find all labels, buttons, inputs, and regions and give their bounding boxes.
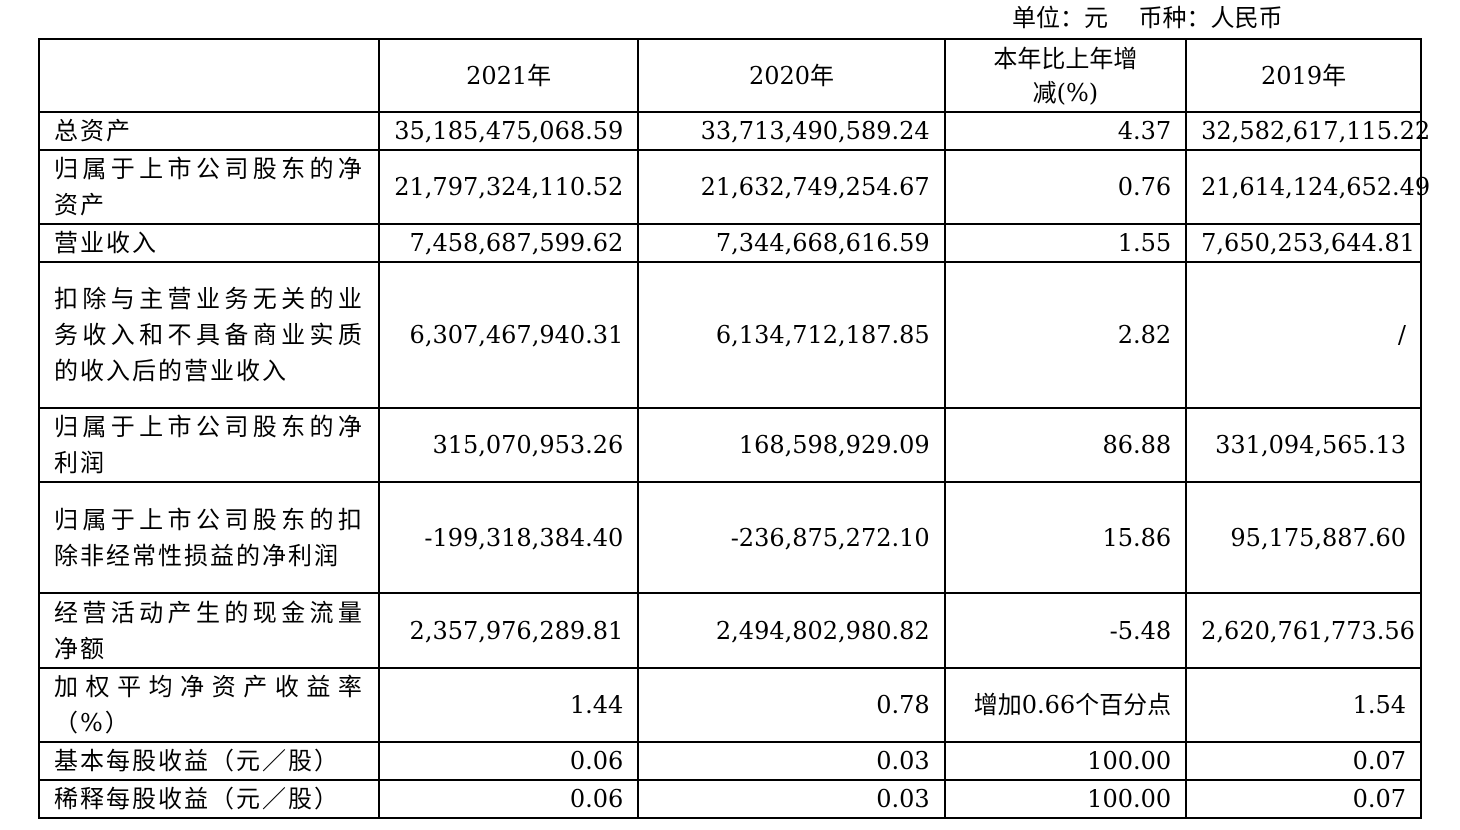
cell-change: 增加0.66个百分点 [943,667,1188,743]
cell-2019: 331,094,565.13 [1185,407,1422,483]
row-label: 营业收入 [38,223,380,263]
cell-2019: 21,614,124,652.49 [1185,149,1430,225]
header-2020: 2020年 [637,38,946,113]
cell-2021: 35,185,475,068.59 [377,111,640,151]
cell-2019: 1.54 [1185,667,1422,743]
cell-2021: -199,318,384.40 [377,481,640,594]
cell-2020: -236,875,272.10 [637,481,946,594]
cell-2021: 0.06 [377,779,640,819]
cell-2019: 32,582,617,115.22 [1185,111,1430,151]
cell-2021: 315,070,953.26 [377,407,640,483]
cell-change: 100.00 [943,779,1188,819]
cell-change: 2.82 [943,261,1188,409]
cell-2019: 0.07 [1185,741,1422,781]
cell-2020: 33,713,490,589.24 [637,111,946,151]
cell-2020: 6,134,712,187.85 [637,261,946,409]
cell-2020: 0.78 [637,667,946,743]
cell-change: 100.00 [943,741,1188,781]
cell-2021: 0.06 [377,741,640,781]
table-row: 经营活动产生的现金流量净额 2,357,976,289.81 2,494,802,9… [38,592,1422,669]
table-header-row: 2021年 2020年 本年比上年增减(%) 2019年 [38,38,1422,113]
table-row: 归属于上市公司股东的净资产 21,797,324,110.52 21,632,749… [38,149,1430,225]
cell-2020: 7,344,668,616.59 [637,223,946,263]
table-row: 稀释每股收益（元／股） 0.06 0.03 100.00 0.07 [38,779,1422,819]
cell-2021: 21,797,324,110.52 [377,149,640,225]
row-label: 加权平均净资产收益率（%） [38,667,380,743]
row-label: 总资产 [38,111,380,151]
cell-2021: 6,307,467,940.31 [377,261,640,409]
row-label: 稀释每股收益（元／股） [38,779,380,819]
cell-2021: 2,357,976,289.81 [377,592,640,669]
header-2019: 2019年 [1185,38,1422,113]
cell-change: 1.55 [943,223,1188,263]
cell-change: 4.37 [943,111,1188,151]
row-label: 归属于上市公司股东的净利润 [38,407,380,483]
financial-data-table: 2021年 2020年 本年比上年增减(%) 2019年 总资产 35,185,4… [38,38,1430,819]
cell-2021: 1.44 [377,667,640,743]
header-change: 本年比上年增减(%) [943,38,1188,113]
cell-2019: 7,650,253,644.81 [1185,223,1422,263]
cell-2019: 0.07 [1185,779,1422,819]
cell-2019: 2,620,761,773.56 [1185,592,1422,669]
cell-change: -5.48 [943,592,1188,669]
table-row: 加权平均净资产收益率（%） 1.44 0.78 增加0.66个百分点 1.54 [38,667,1422,743]
table-row: 总资产 35,185,475,068.59 33,713,490,589.24 4.3… [38,111,1430,151]
table-row: 营业收入 7,458,687,599.62 7,344,668,616.59 1.55… [38,223,1422,263]
row-label: 经营活动产生的现金流量净额 [38,592,380,669]
table-row: 扣除与主营业务无关的业务收入和不具备商业实质的收入后的营业收入 6,307,467… [38,261,1422,409]
cell-2020: 0.03 [637,741,946,781]
table-row: 基本每股收益（元／股） 0.06 0.03 100.00 0.07 [38,741,1422,781]
cell-2019: 95,175,887.60 [1185,481,1422,594]
cell-change: 86.88 [943,407,1188,483]
cell-2020: 21,632,749,254.67 [637,149,946,225]
cell-2021: 7,458,687,599.62 [377,223,640,263]
unit-currency-note: 单位：元 币种：人民币 [1012,4,1283,32]
cell-2019: / [1185,261,1422,409]
table-row: 归属于上市公司股东的净利润 315,070,953.26 168,598,929.0… [38,407,1422,483]
cell-2020: 2,494,802,980.82 [637,592,946,669]
row-label: 基本每股收益（元／股） [38,741,380,781]
row-label: 归属于上市公司股东的净资产 [38,149,380,225]
header-empty [38,38,380,113]
cell-change: 15.86 [943,481,1188,594]
table-row: 归属于上市公司股东的扣除非经常性损益的净利润 -199,318,384.40 -23… [38,481,1422,594]
row-label: 归属于上市公司股东的扣除非经常性损益的净利润 [38,481,380,594]
row-label: 扣除与主营业务无关的业务收入和不具备商业实质的收入后的营业收入 [38,261,380,409]
cell-2020: 168,598,929.09 [637,407,946,483]
header-2021: 2021年 [377,38,640,113]
cell-change: 0.76 [943,149,1188,225]
cell-2020: 0.03 [637,779,946,819]
